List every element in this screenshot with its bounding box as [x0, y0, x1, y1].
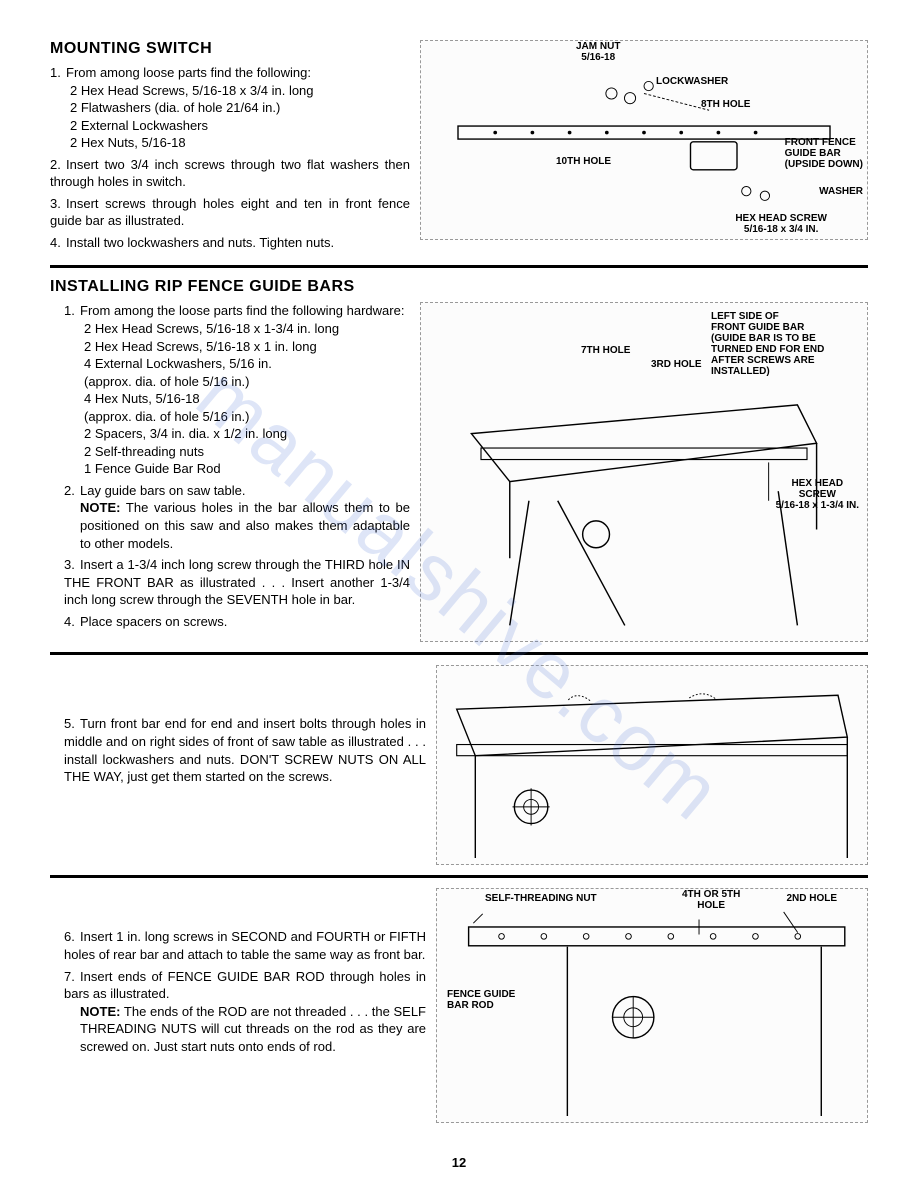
label-self-threading: SELF-THREADING NUT	[485, 893, 597, 904]
sub-item: 4 External Lockwashers, 5/16 in.	[84, 355, 410, 373]
page-number: 12	[452, 1155, 466, 1170]
label-hex-head: HEX HEAD SCREW5/16-18 x 3/4 IN.	[735, 213, 827, 235]
sub-item: 2 Flatwashers (dia. of hole 21/64 in.)	[70, 99, 410, 117]
sub-item: 2 Hex Head Screws, 5/16-18 x 1-3/4 in. l…	[84, 320, 410, 338]
section-mounting-switch: MOUNTING SWITCH 1.From among loose parts…	[50, 40, 868, 255]
label-lockwasher: LOCKWASHER	[656, 76, 728, 87]
label-10th-hole: 10TH HOLE	[556, 156, 611, 167]
sub-item: 2 Spacers, 3/4 in. dia. x 1/2 in. long	[84, 425, 410, 443]
step-4: 4.Place spacers on screws.	[64, 613, 410, 631]
label-4th-5th: 4TH OR 5THHOLE	[682, 889, 740, 911]
step-num: 3.	[50, 195, 66, 213]
diagram-rip-fence: LEFT SIDE OFFRONT GUIDE BAR(GUIDE BAR IS…	[420, 302, 868, 642]
step-text: Insert ends of FENCE GUIDE BAR ROD throu…	[64, 969, 426, 1002]
step-num: 7.	[64, 968, 80, 986]
note-label: NOTE:	[80, 500, 120, 515]
step-7: 7.Insert ends of FENCE GUIDE BAR ROD thr…	[64, 968, 426, 1056]
step-text: Insert screws through holes eight and te…	[50, 196, 410, 229]
step-text: Turn front bar end for end and insert bo…	[64, 716, 426, 784]
step-2: 2.Lay guide bars on saw table. NOTE: The…	[64, 482, 410, 552]
step-num: 1.	[50, 64, 66, 82]
label-left-side: LEFT SIDE OFFRONT GUIDE BAR(GUIDE BAR IS…	[711, 311, 861, 377]
step-5: 5.Turn front bar end for end and insert …	[64, 715, 426, 785]
sub-item: 4 Hex Nuts, 5/16-18	[84, 390, 410, 408]
step-text: From among the loose parts find the foll…	[80, 303, 404, 318]
heading-installing: INSTALLING RIP FENCE GUIDE BARS	[50, 278, 868, 296]
step-num: 1.	[64, 302, 80, 320]
sub-item: 2 Hex Nuts, 5/16-18	[70, 134, 410, 152]
sub-item: 1 Fence Guide Bar Rod	[84, 460, 410, 478]
step-text: Place spacers on screws.	[80, 614, 227, 629]
sub-item: 2 External Lockwashers	[70, 117, 410, 135]
step-1: 1.From among the loose parts find the fo…	[64, 302, 410, 477]
sub-item: 2 Self-threading nuts	[84, 443, 410, 461]
sub-item: 2 Hex Head Screws, 5/16-18 x 1 in. long	[84, 338, 410, 356]
label-front-fence: FRONT FENCEGUIDE BAR(UPSIDE DOWN)	[785, 137, 863, 170]
step-2: 2.Insert two 3/4 inch screws through two…	[50, 156, 410, 191]
step-text: Insert a 1-3/4 inch long screw through t…	[64, 557, 410, 607]
step-3: 3.Insert screws through holes eight and …	[50, 195, 410, 230]
label-fence-guide: FENCE GUIDEBAR ROD	[447, 989, 515, 1011]
step-text: Insert two 3/4 inch screws through two f…	[50, 157, 410, 190]
note-text: The various holes in the bar allows them…	[80, 500, 410, 550]
heading-mounting: MOUNTING SWITCH	[50, 40, 410, 58]
divider	[50, 652, 868, 655]
section-turn-front-bar: 5.Turn front bar end for end and insert …	[50, 665, 868, 865]
step-text: Lay guide bars on saw table.	[80, 483, 246, 498]
note-text: The ends of the ROD are not threaded . .…	[80, 1004, 426, 1054]
label-7th-hole: 7TH HOLE	[581, 345, 630, 356]
step-num: 4.	[50, 234, 66, 252]
step-num: 2.	[50, 156, 66, 174]
step-text: Install two lockwashers and nuts. Tighte…	[66, 235, 334, 250]
step-1: 1.From among loose parts find the follow…	[50, 64, 410, 152]
sub-item: (approx. dia. of hole 5/16 in.)	[84, 408, 410, 426]
step-num: 2.	[64, 482, 80, 500]
diagram-svg	[443, 672, 861, 858]
divider	[50, 875, 868, 878]
step-num: 6.	[64, 928, 80, 946]
step-text: Insert 1 in. long screws in SECOND and F…	[64, 929, 426, 962]
section-installing-rip-fence: INSTALLING RIP FENCE GUIDE BARS 1.From a…	[50, 278, 868, 642]
label-8th-hole: 8TH HOLE	[701, 99, 750, 110]
note-label: NOTE:	[80, 1004, 120, 1019]
section-insert-screws: 6.Insert 1 in. long screws in SECOND and…	[50, 888, 868, 1123]
divider	[50, 265, 868, 268]
label-jam-nut: JAM NUT5/16-18	[576, 41, 620, 63]
diagram-rear-bar: SELF-THREADING NUT 4TH OR 5THHOLE 2ND HO…	[436, 888, 868, 1123]
step-6: 6.Insert 1 in. long screws in SECOND and…	[64, 928, 426, 963]
label-hex-head-2: HEX HEADSCREW5/16-18 x 1-3/4 IN.	[776, 478, 859, 511]
step-3: 3.Insert a 1-3/4 inch long screw through…	[64, 556, 410, 609]
step-num: 4.	[64, 613, 80, 631]
label-2nd-hole: 2ND HOLE	[786, 893, 837, 904]
sub-item: (approx. dia. of hole 5/16 in.)	[84, 373, 410, 391]
step-4: 4.Install two lockwashers and nuts. Tigh…	[50, 234, 410, 252]
step-text: From among loose parts find the followin…	[66, 65, 311, 80]
sub-item: 2 Hex Head Screws, 5/16-18 x 3/4 in. lon…	[70, 82, 410, 100]
diagram-front-bar	[436, 665, 868, 865]
step-num: 3.	[64, 556, 80, 574]
label-3rd-hole: 3RD HOLE	[651, 359, 702, 370]
step-num: 5.	[64, 715, 80, 733]
diagram-mounting-switch: JAM NUT5/16-18 LOCKWASHER 8TH HOLE 10TH …	[420, 40, 868, 240]
label-washer: WASHER	[819, 186, 863, 197]
